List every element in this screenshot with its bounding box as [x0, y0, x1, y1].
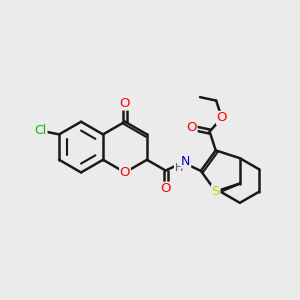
Text: S: S: [212, 185, 220, 198]
Text: O: O: [120, 166, 130, 179]
Text: H: H: [175, 163, 183, 172]
Text: O: O: [217, 112, 227, 124]
Text: O: O: [120, 97, 130, 110]
Text: O: O: [160, 182, 171, 195]
Text: Cl: Cl: [35, 124, 47, 137]
Text: N: N: [181, 155, 190, 168]
Text: O: O: [187, 121, 197, 134]
